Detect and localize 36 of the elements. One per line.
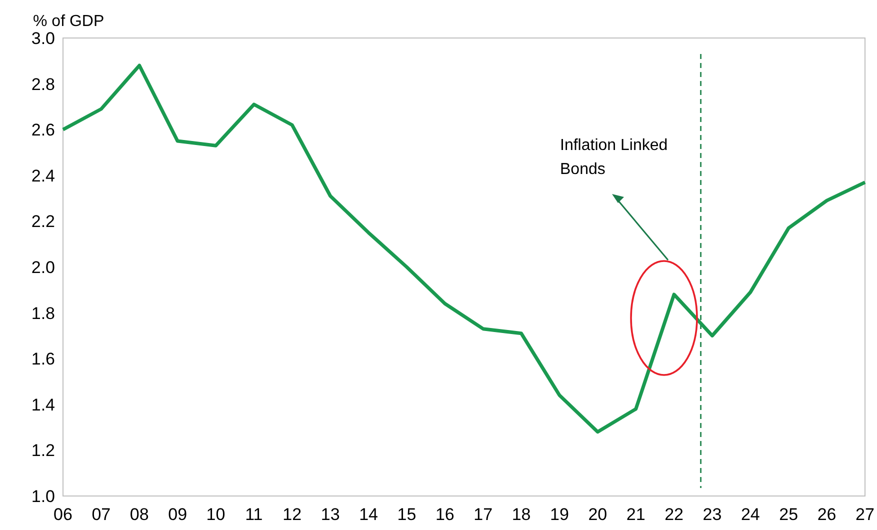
x-tick-label: 20	[588, 505, 608, 524]
y-tick-label: 1.6	[31, 350, 55, 369]
line-series	[61, 64, 867, 434]
y-tick-label: 1.2	[31, 441, 55, 460]
y-tick-label: 2.4	[31, 166, 55, 186]
x-tick-label: 06	[54, 505, 72, 524]
x-tick-label: 08	[130, 505, 149, 524]
y-tick-label: 2.2	[31, 212, 55, 232]
x-tick-label: 21	[626, 505, 646, 524]
y-tick-label: 2.0	[31, 258, 55, 277]
y-tick-label: 1.4	[31, 395, 55, 414]
y-tick-label: 2.8	[31, 74, 55, 94]
x-tick-label: 16	[435, 505, 454, 524]
x-tick-label: 15	[397, 505, 416, 524]
x-tick-label: 13	[320, 505, 340, 524]
x-tick-label: 14	[359, 505, 378, 524]
x-tick-label: 24	[740, 505, 760, 524]
x-tick-label: 27	[856, 505, 874, 524]
x-tick-label: 26	[817, 505, 836, 524]
x-tick-label: 18	[512, 505, 531, 524]
y-axis-title: % of GDP	[33, 13, 104, 30]
x-tick-label: 07	[92, 505, 111, 524]
x-tick-label: 11	[245, 505, 263, 524]
y-tick-label: 3.0	[31, 28, 55, 48]
x-tick-label: 10	[206, 505, 226, 524]
x-tick-label: 22	[664, 505, 684, 524]
y-tick-label: 2.6	[31, 120, 55, 140]
x-tick-label: 19	[550, 505, 569, 524]
x-tick-label: 09	[168, 505, 188, 524]
x-tick-label: 23	[702, 505, 722, 524]
x-tick-label: 12	[282, 505, 302, 524]
y-tick-label: 1.8	[31, 304, 55, 323]
annotation: Inflation Linked Bonds	[560, 137, 668, 178]
x-tick-label: 25	[779, 505, 798, 524]
x-tick-label: 17	[474, 505, 493, 524]
y-tick-label: 1.0	[31, 486, 55, 506]
